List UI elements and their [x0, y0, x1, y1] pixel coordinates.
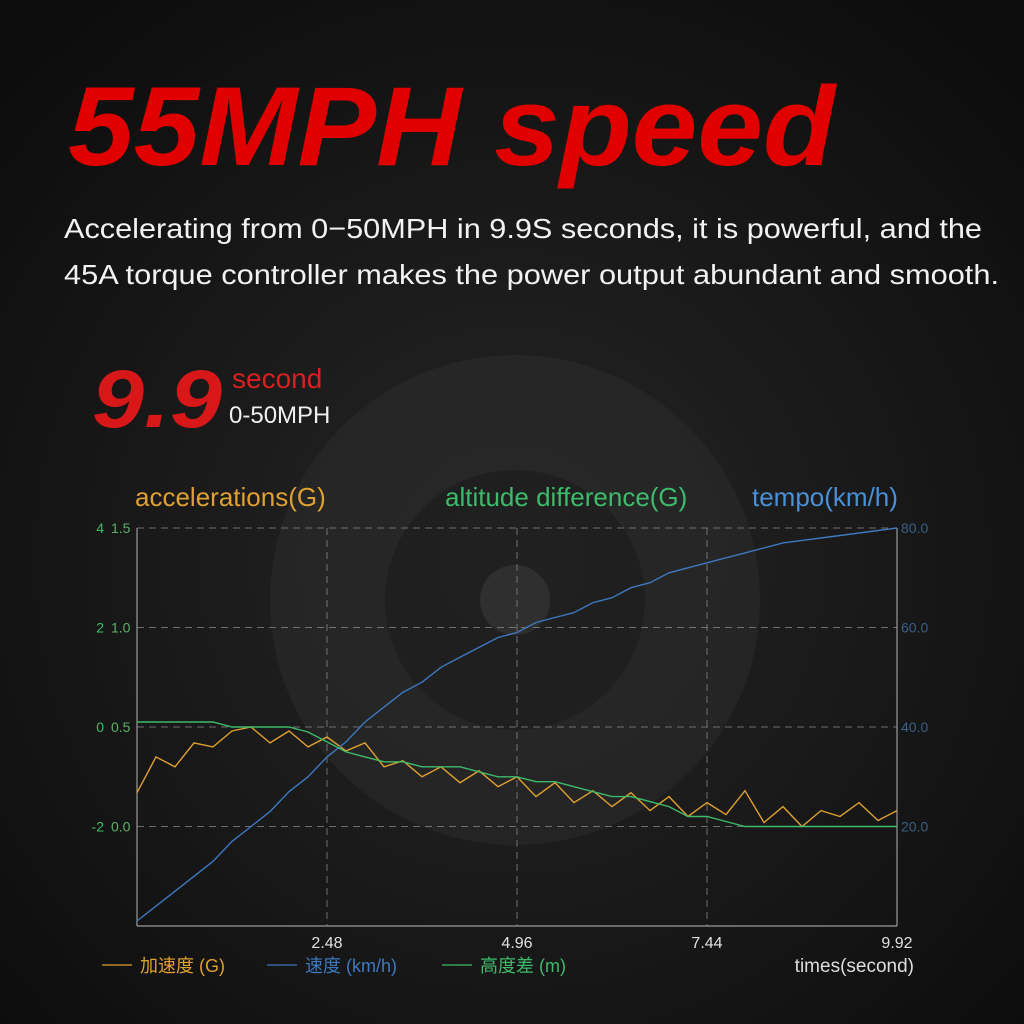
y2-tick-label: 60.0: [901, 620, 928, 636]
x-tick-label: 9.92: [881, 935, 912, 952]
y2-axis-label: tempo(km/h): [752, 482, 898, 512]
y3-tick-label: -2: [92, 819, 105, 835]
y3-tick-label: 4: [96, 520, 104, 536]
y2-tick-label: 40.0: [901, 719, 928, 735]
y-tick-label: 0.0: [111, 819, 131, 835]
y3-axis-label: altitude difference(G): [445, 482, 687, 512]
headline: 55MPH speed: [68, 64, 838, 189]
legend-label: 高度差 (m): [480, 956, 566, 976]
y-tick-label: 1.5: [111, 520, 131, 536]
stat-label: 0-50MPH: [229, 402, 330, 429]
stat-unit: second: [232, 363, 322, 394]
y2-tick-label: 20.0: [901, 819, 928, 835]
y-tick-label: 1.0: [111, 620, 131, 636]
series-line: [136, 527, 898, 922]
x-tick-label: 2.48: [311, 935, 342, 952]
legend-label: 速度 (km/h): [305, 956, 397, 976]
description-line: 45A torque controller makes the power ou…: [64, 259, 999, 290]
description-line: Accelerating from 0−50MPH in 9.9S second…: [64, 213, 982, 244]
y-tick-label: 0.5: [111, 719, 131, 735]
y2-tick-label: 80.0: [901, 520, 928, 536]
x-tick-label: 7.44: [691, 935, 722, 952]
y3-tick-label: 0: [96, 719, 104, 735]
disc-center: [480, 565, 550, 635]
x-tick-label: 4.96: [501, 935, 532, 952]
series-line: [137, 721, 897, 828]
x-axis-label: times(second): [795, 956, 914, 977]
y-axis-label: accelerations(G): [135, 482, 326, 512]
legend-label: 加速度 (G): [140, 956, 225, 976]
stat-value: 9.9: [92, 354, 222, 445]
y3-tick-label: 2: [96, 620, 104, 636]
